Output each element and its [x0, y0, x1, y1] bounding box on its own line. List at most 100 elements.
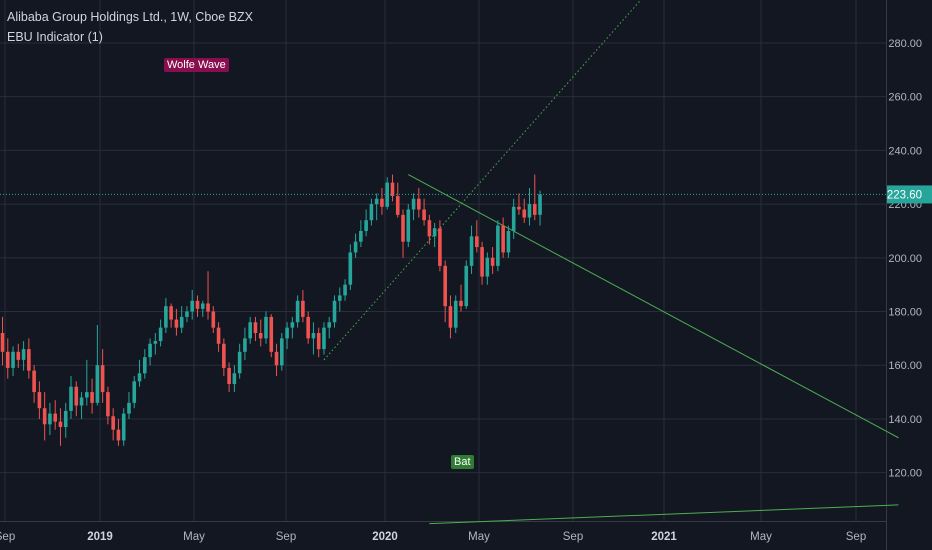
candle — [63, 402, 68, 438]
candle-body — [427, 220, 432, 237]
candle-body — [459, 300, 463, 307]
candle — [185, 306, 189, 323]
candle — [364, 209, 368, 237]
candle — [132, 375, 137, 409]
candle-body — [285, 327, 289, 339]
candle-body — [211, 311, 216, 328]
candle-body — [53, 413, 57, 422]
candle-body — [200, 303, 205, 309]
candle-body — [290, 322, 295, 328]
candle-body — [395, 196, 400, 215]
candle-body — [185, 311, 189, 317]
x-tick-label: Sep — [0, 531, 15, 543]
trend-line-2 — [429, 504, 899, 525]
candle-body — [369, 204, 374, 221]
candle — [316, 327, 321, 358]
candle — [179, 306, 184, 334]
x-tick-label: Sep — [276, 531, 296, 543]
candle-body — [42, 408, 47, 425]
candle — [327, 316, 332, 339]
candle — [395, 182, 400, 218]
candle — [359, 220, 363, 248]
candle — [127, 392, 131, 419]
candle — [522, 198, 527, 223]
candle — [237, 343, 242, 379]
candle — [285, 322, 289, 350]
candle — [137, 359, 142, 387]
candle-body — [253, 322, 258, 334]
x-tick-label: 2021 — [651, 531, 677, 543]
candle — [496, 220, 500, 272]
candle-body — [390, 182, 395, 197]
candle — [380, 187, 384, 215]
y-tick-label: 260.00 — [888, 92, 922, 104]
candle — [85, 359, 89, 406]
candle-body — [527, 204, 532, 218]
candle-body — [100, 365, 105, 393]
candle — [448, 295, 453, 339]
candle — [390, 174, 395, 202]
candle-body — [85, 392, 89, 398]
candle — [527, 187, 532, 226]
candle — [343, 279, 347, 301]
candle — [142, 349, 147, 379]
candle-body — [16, 351, 21, 360]
candle-body — [5, 351, 10, 368]
candle-body — [158, 327, 163, 342]
candle-body — [0, 333, 5, 352]
candle — [48, 402, 52, 436]
candle-body — [48, 413, 52, 425]
candle — [16, 343, 21, 368]
candle-body — [69, 386, 73, 411]
candle-body — [411, 198, 416, 210]
candle — [274, 343, 279, 376]
wolfe-wave-label[interactable]: Wolfe Wave — [164, 58, 229, 72]
candle-body — [132, 381, 137, 403]
candle-body — [506, 230, 511, 253]
candle-body — [464, 265, 469, 307]
candle — [243, 327, 247, 360]
candle — [369, 198, 374, 226]
candle — [301, 290, 305, 323]
candle-body — [232, 373, 237, 385]
candle — [506, 225, 511, 258]
candle-body — [37, 392, 42, 409]
candle-body — [280, 338, 284, 366]
candle — [406, 204, 411, 248]
bat-pattern-label[interactable]: Bat — [451, 455, 474, 469]
trend-line-0 — [408, 174, 899, 439]
candle-body — [295, 300, 300, 323]
candle-body — [106, 392, 110, 417]
candle — [295, 295, 300, 328]
candle — [280, 333, 284, 371]
candle — [58, 408, 63, 446]
candle — [195, 295, 200, 317]
candle — [348, 244, 353, 291]
candle-body — [496, 225, 500, 266]
candle — [332, 295, 337, 328]
candle — [322, 322, 326, 355]
y-tick-label: 240.00 — [888, 145, 922, 157]
y-tick-label: 280.00 — [888, 38, 922, 50]
candle-body — [222, 343, 226, 368]
candle-body — [206, 303, 210, 312]
candle-body — [432, 228, 437, 237]
candle — [432, 222, 437, 248]
candle-body — [111, 416, 115, 430]
candle-body — [216, 327, 221, 344]
candle-body — [469, 236, 474, 266]
chart-title: Alibaba Group Holdings Ltd., 1W, Cboe BZ… — [7, 10, 253, 24]
candle-body — [95, 365, 100, 403]
candle — [37, 381, 42, 419]
candle-body — [448, 306, 453, 328]
candle — [0, 316, 5, 366]
candle — [216, 322, 221, 352]
candle — [90, 378, 94, 414]
x-tick-label: May — [468, 531, 490, 543]
candle-body — [179, 316, 184, 328]
price-badge — [887, 185, 932, 204]
candle-body — [195, 300, 200, 309]
candle-body — [21, 349, 26, 360]
